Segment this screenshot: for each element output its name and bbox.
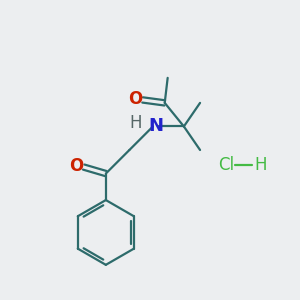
Text: H: H <box>254 156 267 174</box>
Text: N: N <box>148 117 164 135</box>
Text: O: O <box>128 90 142 108</box>
Text: H: H <box>130 114 142 132</box>
Text: Cl: Cl <box>218 156 235 174</box>
Text: O: O <box>69 158 83 175</box>
